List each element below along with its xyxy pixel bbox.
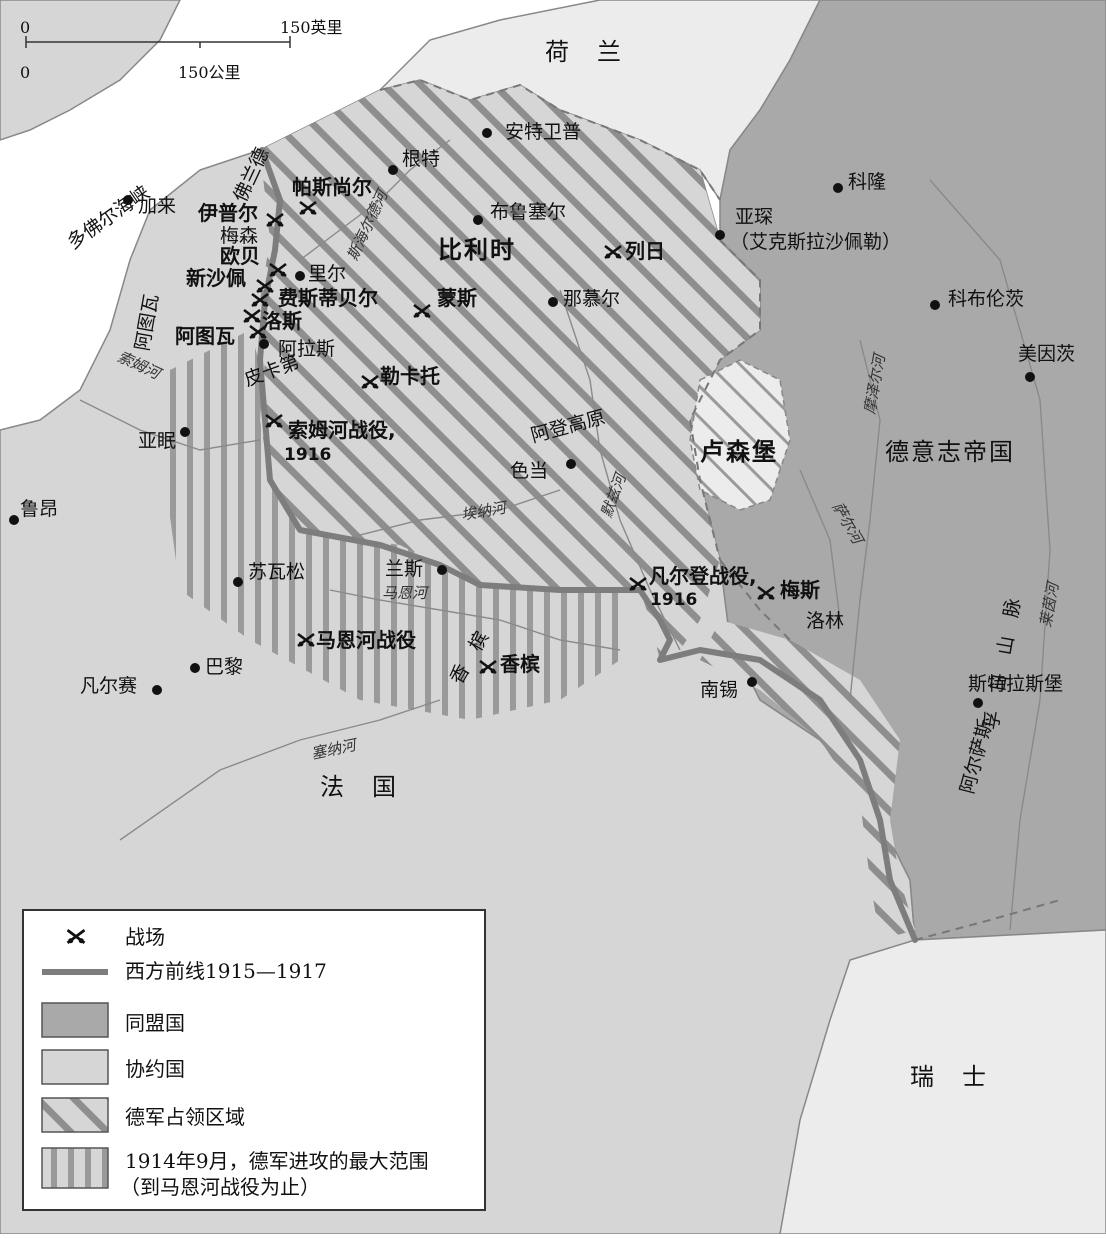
label-namur: 那慕尔 — [563, 288, 620, 310]
label-belgium: 比利时 — [438, 236, 516, 264]
legend-battlefield: 战场 — [125, 925, 165, 949]
scale-km: 150公里 — [178, 63, 241, 82]
label-somme-year: 1916 — [284, 445, 331, 465]
legend-entente: 协约国 — [125, 1057, 185, 1081]
label-neuve-chapelle: 新沙佩 — [186, 266, 246, 290]
legend-advance-line1: 1914年9月，德军进攻的最大范围 — [125, 1149, 429, 1173]
label-antwerp: 安特卫普 — [505, 121, 581, 143]
label-lorraine: 洛林 — [806, 610, 844, 632]
label-somme-battle: 索姆河战役, — [288, 418, 396, 442]
scale-bar: 0 150英里 0 150公里 — [20, 18, 343, 82]
label-nancy: 南锡 — [700, 679, 738, 701]
label-germany: 德意志帝国 — [885, 438, 1015, 466]
label-metz: 梅斯 — [780, 578, 820, 602]
label-messines: 梅森 — [220, 225, 258, 247]
legend-central: 同盟国 — [125, 1011, 185, 1035]
label-arras: 阿拉斯 — [278, 338, 335, 360]
label-marne-battle: 马恩河战役 — [316, 628, 416, 652]
luxembourg-land — [689, 359, 791, 511]
label-river-marne: 马恩河 — [382, 584, 430, 602]
label-verdun-year: 1916 — [650, 590, 697, 610]
alsace-occupied-strip — [700, 620, 915, 940]
label-loos: 洛斯 — [262, 309, 302, 333]
city-markers — [9, 128, 1035, 708]
legend-advance-swatch — [41, 1147, 109, 1189]
scale-zero-top: 0 — [20, 18, 30, 37]
occupied-area — [260, 80, 760, 660]
legend-advance-line2: （到马恩河战役为止） — [120, 1175, 320, 1199]
england-land — [0, 0, 181, 141]
label-champagne-battle: 香槟 — [500, 652, 540, 676]
label-paris: 巴黎 — [205, 656, 243, 678]
borders — [379, 78, 1061, 941]
label-strasbourg: 斯特拉斯堡 — [968, 673, 1063, 695]
label-lille: 里尔 — [308, 263, 346, 285]
label-le-cateau: 勒卡托 — [380, 364, 440, 388]
label-brussels: 布鲁塞尔 — [490, 201, 566, 223]
label-soissons: 苏瓦松 — [248, 561, 305, 583]
label-aachen-alt: （艾克斯拉沙佩勒） — [730, 231, 901, 253]
label-versailles: 凡尔赛 — [80, 675, 137, 697]
label-mons: 蒙斯 — [437, 286, 477, 310]
label-liege: 列日 — [625, 239, 665, 263]
legend-occupied: 德军占领区域 — [125, 1105, 245, 1129]
legend-central-swatch — [41, 1002, 109, 1038]
label-aubers: 欧贝 — [220, 244, 260, 268]
label-passchendaele: 帕斯尚尔 — [292, 175, 372, 199]
label-koblenz: 科布伦茨 — [948, 288, 1024, 310]
label-ghent: 根特 — [402, 148, 440, 170]
label-calais: 加来 — [138, 195, 176, 217]
label-ypres: 伊普尔 — [197, 201, 258, 225]
label-france: 法 国 — [320, 773, 398, 801]
label-mainz: 美因茨 — [1018, 343, 1075, 365]
label-rouen: 鲁昂 — [20, 498, 58, 520]
label-sedan: 色当 — [510, 460, 548, 482]
label-festubert: 费斯蒂贝尔 — [278, 286, 378, 310]
label-luxembourg: 卢森堡 — [700, 438, 778, 466]
label-netherlands: 荷 兰 — [545, 38, 623, 66]
legend-entente-swatch — [41, 1049, 109, 1085]
legend-occupied-swatch — [41, 1097, 109, 1133]
label-amiens: 亚眠 — [138, 430, 176, 452]
legend-front: 西方前线1915—1917 — [125, 959, 327, 983]
label-cologne: 科隆 — [848, 171, 886, 193]
label-reims: 兰斯 — [385, 558, 423, 580]
scale-zero-bottom: 0 — [20, 63, 30, 82]
label-aachen: 亚琛 — [735, 206, 773, 228]
label-switzerland: 瑞 士 — [910, 1063, 988, 1091]
legend: 战场 西方前线1915—1917 同盟国 协约国 德军占领区域 1914年9月，… — [22, 909, 486, 1211]
label-artois-battle: 阿图瓦 — [175, 324, 235, 348]
label-verdun-battle: 凡尔登战役, — [649, 564, 757, 588]
scale-miles: 150英里 — [280, 18, 343, 37]
rivers — [79, 139, 1051, 931]
